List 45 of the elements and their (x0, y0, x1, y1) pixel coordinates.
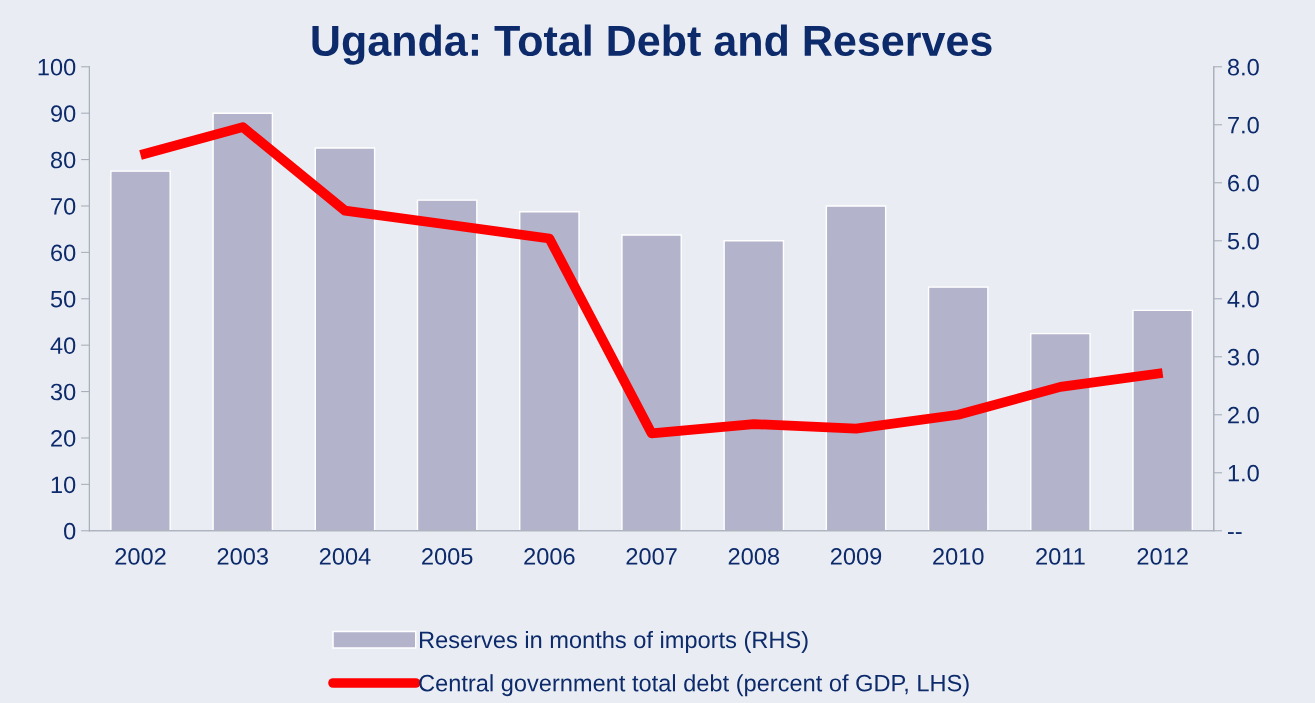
x-tick-label: 2009 (830, 548, 882, 565)
y2-tick-label: 1.0 (1228, 464, 1259, 482)
bar (825, 205, 887, 531)
y-tick-label: 40 (50, 337, 76, 354)
y2-tick-label: 8.0 (1227, 58, 1259, 76)
x-tick-label: 2012 (1137, 548, 1188, 565)
bar (314, 147, 376, 531)
y-tick-label: 70 (51, 198, 76, 215)
y2-tick-label: 4.0 (1227, 290, 1259, 308)
x-tick-label: 2004 (319, 548, 371, 565)
chart-title: Uganda: Total Debt and Reserves (312, 24, 992, 65)
bar (212, 112, 274, 531)
y-tick-label: 30 (50, 383, 76, 401)
bar (1030, 332, 1091, 531)
y-tick-label: 0 (64, 522, 76, 540)
y2-tick-label: 2.0 (1228, 406, 1259, 424)
bar (519, 211, 580, 531)
x-tick-label: 2003 (217, 548, 268, 565)
y2-tick-label: 7.0 (1228, 116, 1259, 134)
x-tick-label: 2002 (115, 548, 166, 565)
y2-tick-label: 3.0 (1227, 348, 1259, 366)
x-tick-label: 2008 (728, 548, 780, 565)
legend-label: Reserves in months of imports (RHS) (419, 630, 808, 653)
bar (723, 240, 785, 531)
y-tick-label: 60 (51, 244, 76, 262)
y2-tick-label: -- (1227, 532, 1242, 534)
y-tick-label: 50 (50, 290, 76, 308)
bar (110, 170, 171, 531)
x-tick-label: 2006 (524, 548, 575, 565)
y-tick-label: 90 (51, 105, 76, 122)
y2-tick-label: 5.0 (1227, 232, 1259, 250)
x-tick-label: 2011 (1036, 548, 1085, 565)
legend-label: Central government total debt (percent of GDP, LHS) (419, 674, 969, 697)
y-tick-label: 100 (38, 58, 76, 76)
y-tick-label: 10 (51, 476, 76, 494)
x-tick-label: 2005 (422, 548, 473, 565)
x-tick-label: 2010 (933, 548, 984, 565)
bar (416, 199, 478, 531)
y-tick-label: 80 (50, 151, 76, 169)
x-tick-label: 2007 (626, 548, 677, 565)
y2-tick-label: 6.0 (1228, 174, 1259, 192)
bar (621, 234, 682, 531)
bar (1132, 309, 1193, 531)
y-tick-label: 20 (51, 430, 76, 447)
bar (927, 286, 989, 531)
